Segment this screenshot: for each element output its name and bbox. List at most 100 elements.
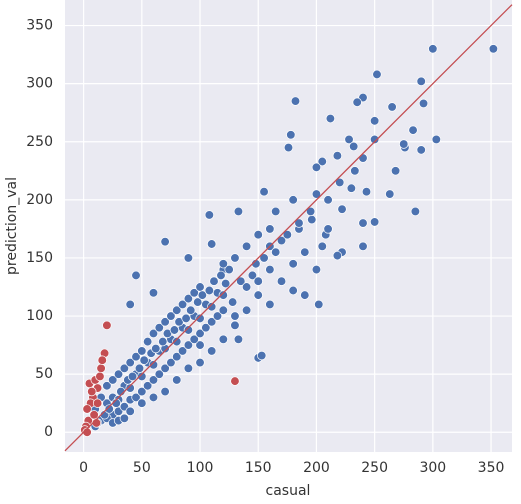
point: [314, 299, 324, 310]
point: [154, 323, 164, 333]
point: [148, 328, 159, 339]
point: [207, 302, 217, 312]
point: [369, 217, 380, 227]
point: [125, 406, 135, 416]
point: [294, 218, 304, 228]
point: [172, 375, 182, 385]
point: [385, 189, 395, 199]
point: [108, 375, 118, 385]
x-tick-label: 250: [361, 460, 388, 476]
point: [207, 317, 217, 327]
point: [87, 386, 97, 397]
point: [197, 290, 208, 300]
point: [172, 352, 182, 362]
point: [257, 350, 267, 361]
point: [488, 44, 499, 54]
point: [160, 386, 170, 397]
x-tick-label: 350: [478, 460, 505, 476]
point: [337, 204, 347, 214]
point: [160, 317, 170, 327]
point: [276, 235, 287, 246]
point: [241, 282, 252, 292]
point: [387, 102, 397, 112]
point: [166, 357, 176, 368]
y-tick-label: 200: [26, 192, 53, 208]
point: [259, 187, 269, 197]
point: [283, 142, 294, 153]
point: [160, 363, 170, 373]
point: [207, 239, 217, 249]
x-tick-label: 150: [245, 460, 272, 476]
point: [166, 311, 176, 321]
point: [408, 125, 418, 135]
point: [230, 320, 240, 330]
point: [131, 352, 141, 362]
point: [204, 285, 214, 296]
point: [349, 141, 359, 152]
y-tick-label: 250: [26, 134, 53, 150]
point: [410, 206, 421, 217]
point: [288, 285, 298, 296]
point: [428, 44, 438, 54]
point: [189, 334, 199, 344]
point: [311, 162, 322, 172]
point: [253, 230, 263, 240]
y-tick-label: 150: [26, 250, 53, 266]
point: [151, 343, 161, 354]
point: [288, 195, 298, 205]
point: [134, 363, 145, 373]
point: [195, 313, 205, 324]
point: [369, 134, 380, 145]
point: [335, 177, 345, 188]
point: [300, 290, 310, 300]
point: [127, 371, 138, 382]
point: [183, 363, 194, 373]
y-tick-label: 300: [26, 76, 53, 92]
point: [172, 305, 182, 315]
point: [399, 139, 409, 149]
y-axis-label: prediction_val: [4, 177, 20, 275]
point: [241, 305, 252, 315]
point: [212, 311, 223, 321]
point: [253, 290, 263, 300]
point: [148, 288, 159, 298]
point: [236, 276, 246, 286]
point: [195, 340, 205, 350]
point: [131, 270, 141, 281]
point: [209, 276, 219, 286]
point: [183, 293, 194, 304]
x-tick-label: 0: [79, 460, 88, 476]
point: [230, 376, 240, 386]
x-axis-label: casual: [266, 483, 311, 499]
point: [323, 224, 333, 234]
point: [317, 156, 327, 167]
point: [131, 392, 141, 403]
point: [350, 166, 360, 176]
point: [97, 355, 107, 365]
point: [332, 250, 343, 261]
point: [418, 98, 429, 109]
point: [323, 195, 333, 205]
x-tick-label: 300: [419, 460, 446, 476]
point: [177, 299, 188, 310]
y-tick-label: 100: [26, 308, 53, 324]
point: [372, 69, 382, 80]
point: [148, 360, 159, 370]
point: [193, 297, 203, 307]
point: [139, 355, 149, 365]
point: [431, 134, 441, 145]
point: [358, 241, 368, 251]
point: [286, 130, 296, 140]
point: [82, 404, 92, 414]
point: [204, 210, 214, 220]
point: [148, 375, 159, 385]
point: [102, 320, 112, 330]
x-tick-label: 100: [187, 460, 214, 476]
point: [218, 290, 228, 300]
x-tick-label: 50: [133, 460, 151, 476]
point: [177, 346, 188, 356]
point: [311, 264, 322, 275]
point: [358, 218, 368, 228]
point: [142, 336, 153, 347]
point: [307, 214, 317, 225]
